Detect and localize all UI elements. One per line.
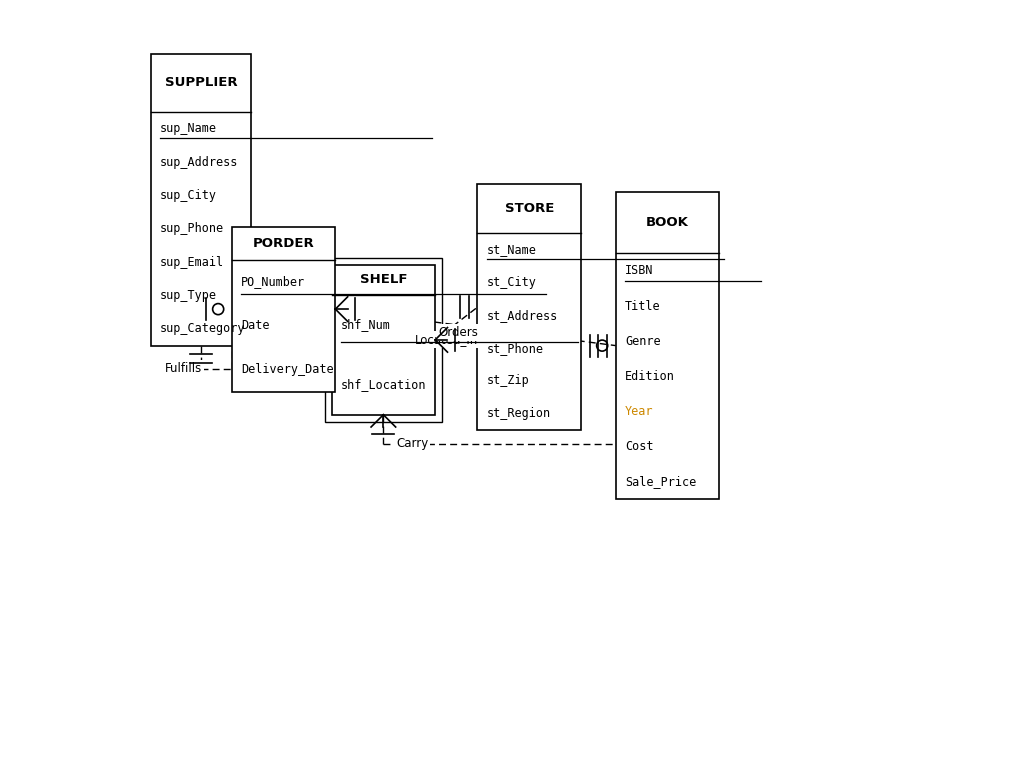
Text: Orders: Orders <box>438 326 478 339</box>
Bar <box>477 184 582 430</box>
Bar <box>152 54 251 346</box>
Text: STORE: STORE <box>505 203 554 215</box>
Text: st_Name: st_Name <box>486 243 537 257</box>
Text: st_Region: st_Region <box>486 407 551 420</box>
Bar <box>325 258 442 422</box>
Text: Year: Year <box>625 405 653 418</box>
Text: Cost: Cost <box>625 440 653 453</box>
Text: sup_Category: sup_Category <box>160 323 246 336</box>
Text: SHELF: SHELF <box>359 273 408 286</box>
Bar <box>231 227 336 392</box>
Text: sup_City: sup_City <box>160 189 217 202</box>
Text: st_Phone: st_Phone <box>486 342 544 355</box>
Text: Delivery_Date: Delivery_Date <box>241 363 334 376</box>
Text: ISBN: ISBN <box>625 264 653 277</box>
Text: sup_Name: sup_Name <box>160 122 217 135</box>
Text: SUPPLIER: SUPPLIER <box>165 77 238 89</box>
Text: st_Zip: st_Zip <box>486 375 529 387</box>
Text: Located_in: Located_in <box>415 333 478 346</box>
Bar <box>615 192 720 499</box>
Bar <box>332 265 435 415</box>
Text: sup_Address: sup_Address <box>160 156 239 169</box>
Text: st_City: st_City <box>486 276 537 289</box>
Text: Date: Date <box>241 319 269 332</box>
Text: Title: Title <box>625 300 660 313</box>
Text: shf_Num: shf_Num <box>341 319 390 331</box>
Text: Fulfills: Fulfills <box>165 362 202 375</box>
Text: sup_Phone: sup_Phone <box>160 223 224 235</box>
Text: Carry: Carry <box>396 438 428 450</box>
Text: st_Address: st_Address <box>486 309 558 322</box>
Text: sup_Email: sup_Email <box>160 256 224 269</box>
Text: Edition: Edition <box>625 370 675 382</box>
Text: PORDER: PORDER <box>253 237 314 250</box>
Text: shf_Location: shf_Location <box>341 379 426 391</box>
Text: Sale_Price: Sale_Price <box>625 475 696 488</box>
Text: sup_Type: sup_Type <box>160 289 217 302</box>
Text: PO_Number: PO_Number <box>241 275 305 288</box>
Text: BOOK: BOOK <box>646 217 689 229</box>
Text: Genre: Genre <box>625 335 660 348</box>
